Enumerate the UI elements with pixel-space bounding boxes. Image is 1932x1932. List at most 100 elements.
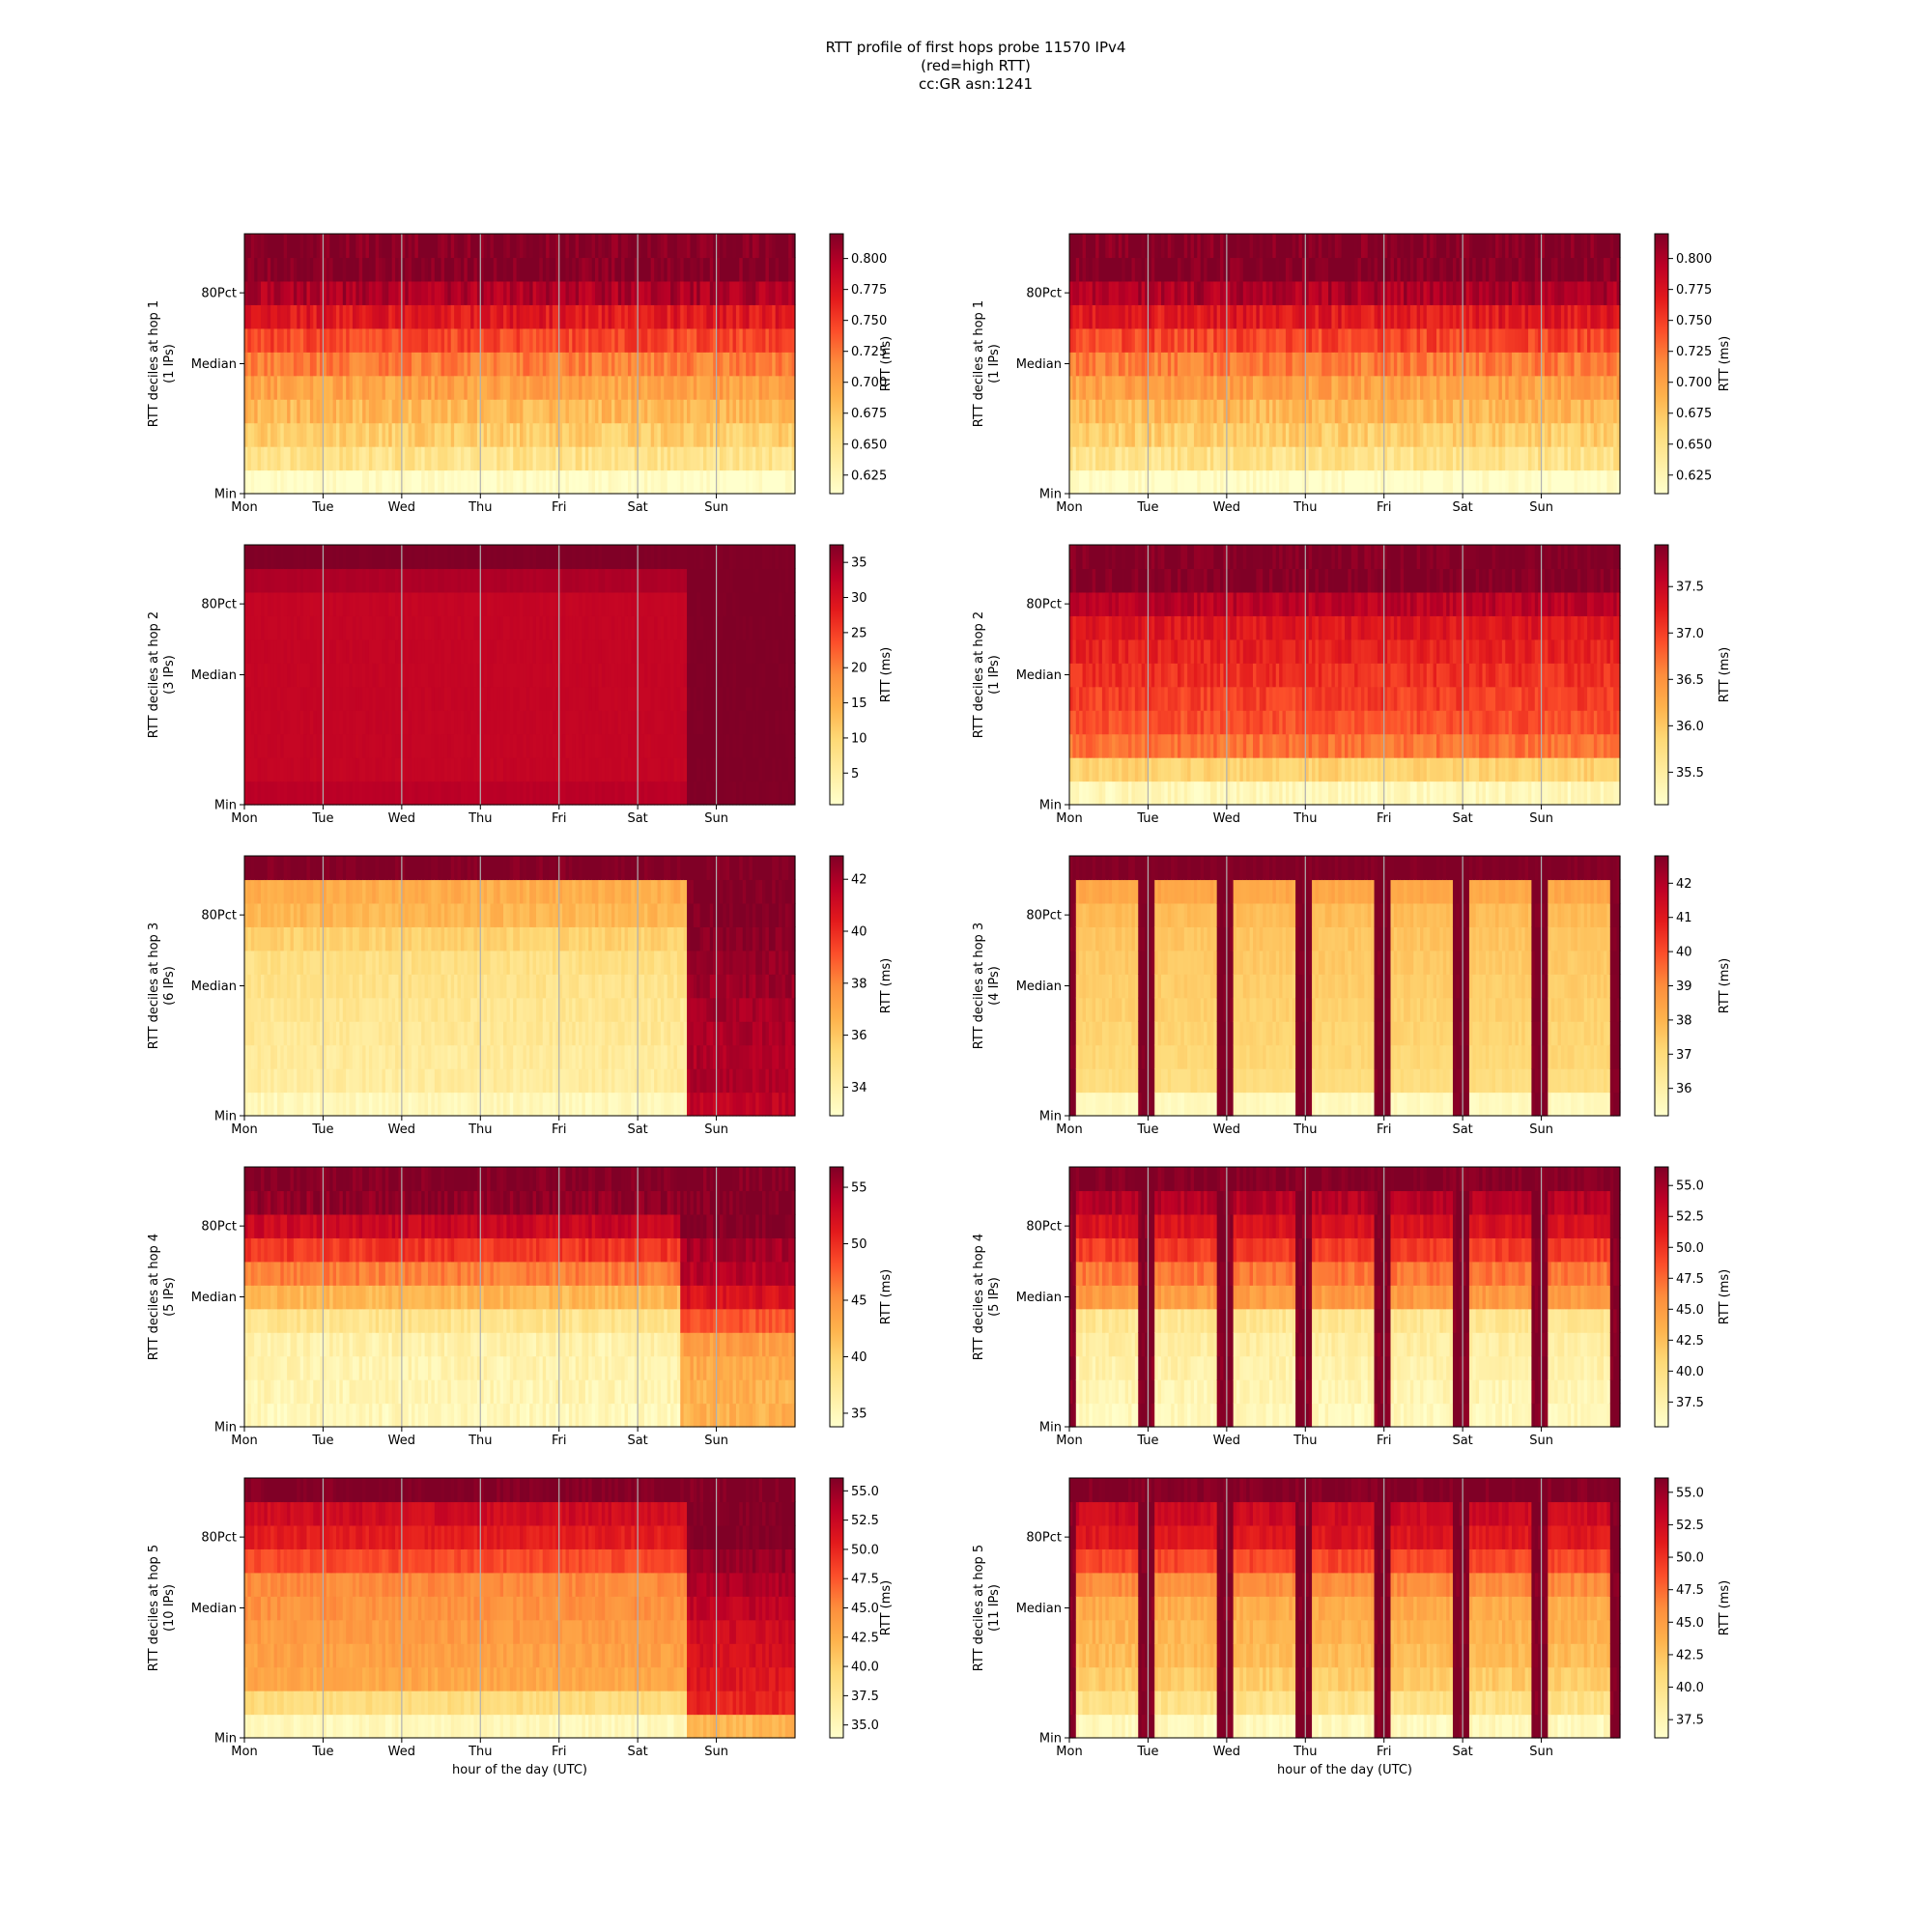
- heatmap-cell: [1178, 328, 1181, 353]
- heatmap-cell: [261, 710, 265, 734]
- heatmap-cell: [362, 639, 366, 664]
- heatmap-cell: [523, 328, 526, 353]
- heatmap-cell: [1601, 470, 1605, 495]
- heatmap-cell: [582, 663, 585, 687]
- heatmap-cell: [362, 687, 366, 711]
- heatmap-cell: [421, 257, 425, 281]
- heatmap-cell: [536, 615, 540, 639]
- heatmap-cell: [684, 234, 688, 258]
- heatmap-cell: [546, 304, 550, 328]
- heatmap-cell: [385, 734, 389, 758]
- heatmap-cell: [1486, 257, 1490, 281]
- heatmap-cell: [1371, 234, 1375, 258]
- heatmap-cell: [376, 352, 380, 376]
- heatmap-cell: [1476, 328, 1480, 353]
- heatmap-cell: [661, 446, 665, 470]
- heatmap-cell: [706, 304, 710, 328]
- heatmap-cell: [1293, 281, 1296, 305]
- heatmap-cell: [753, 470, 756, 495]
- heatmap-cell: [1521, 328, 1525, 353]
- heatmap-cell: [317, 710, 321, 734]
- heatmap-cell: [546, 545, 550, 569]
- heatmap-cell: [339, 376, 343, 400]
- heatmap-cell: [261, 281, 265, 305]
- heatmap-cell: [592, 710, 596, 734]
- heatmap-cell: [513, 734, 517, 758]
- heatmap-cell: [536, 781, 540, 806]
- heatmap-cell: [592, 615, 596, 639]
- heatmap-cell: [1246, 234, 1250, 258]
- x-tick-label: Wed: [1213, 500, 1240, 515]
- heatmap-cell: [353, 446, 356, 470]
- heatmap-cell: [729, 423, 733, 447]
- heatmap-cell: [651, 234, 655, 258]
- heatmap-cell: [294, 328, 298, 353]
- figure-title-line-1: RTT profile of first hops probe 11570 IP…: [826, 39, 1126, 56]
- heatmap-cell: [1486, 352, 1490, 376]
- heatmap-cell: [1095, 234, 1099, 258]
- heatmap-cell: [1178, 423, 1181, 447]
- heatmap-cell: [1601, 376, 1605, 400]
- heatmap-cell: [353, 710, 356, 734]
- heatmap-cell: [317, 663, 321, 687]
- heatmap-cell: [1545, 304, 1548, 328]
- heatmap-cell: [1086, 304, 1090, 328]
- heatmap-cell: [1545, 234, 1548, 258]
- heatmap-cell: [661, 257, 665, 281]
- heatmap-cell: [294, 304, 298, 328]
- heatmap-cell: [444, 257, 448, 281]
- heatmap-cell: [1293, 257, 1296, 281]
- heatmap-cell: [490, 734, 494, 758]
- heatmap-cell: [1246, 446, 1250, 470]
- heatmap-cell: [706, 470, 710, 495]
- heatmap-cell: [1430, 399, 1434, 423]
- heatmap-cell: [1545, 376, 1548, 400]
- heatmap-cell: [1577, 399, 1581, 423]
- heatmap-cell: [1371, 470, 1375, 495]
- heatmap-cell: [614, 328, 618, 353]
- heatmap-cell: [1613, 352, 1617, 376]
- heatmap-cell: [468, 757, 471, 781]
- heatmap-cell: [536, 352, 540, 376]
- heatmap-cell: [1554, 304, 1558, 328]
- heatmap-cell: [500, 446, 504, 470]
- heatmap-cell: [1531, 446, 1535, 470]
- heatmap-cell: [376, 376, 380, 400]
- heatmap-cell: [1256, 257, 1260, 281]
- heatmap-cell: [1210, 470, 1214, 495]
- heatmap-cell: [1325, 446, 1329, 470]
- heatmap-cell: [1361, 257, 1365, 281]
- heatmap-cell: [1315, 304, 1319, 328]
- heatmap-cell: [1338, 376, 1342, 400]
- heatmap-cell: [582, 545, 585, 569]
- heatmap-cell: [317, 328, 321, 353]
- heatmap-cell: [1154, 470, 1158, 495]
- heatmap-cell: [376, 234, 380, 258]
- heatmap-cell: [1361, 304, 1365, 328]
- heatmap-cell: [468, 545, 471, 569]
- heatmap-cell: [294, 423, 298, 447]
- heatmap-cell: [1131, 399, 1135, 423]
- heatmap-cell: [353, 568, 356, 592]
- heatmap-cell: [1234, 423, 1237, 447]
- heatmap-cell: [582, 734, 585, 758]
- heatmap-cell: [1590, 470, 1594, 495]
- heatmap-cell: [1187, 376, 1191, 400]
- heatmap-cell: [1072, 281, 1076, 305]
- heatmap-cell: [1577, 376, 1581, 400]
- heatmap-cell: [500, 470, 504, 495]
- heatmap-cell: [500, 399, 504, 423]
- heatmap-cell: [523, 281, 526, 305]
- colorbar-tick-label: 0.800: [851, 252, 887, 267]
- heatmap-cell: [261, 234, 265, 258]
- heatmap-cell: [247, 687, 251, 711]
- heatmap-cell: [1325, 423, 1329, 447]
- heatmap-cell: [696, 446, 700, 470]
- heatmap-cell: [1095, 257, 1099, 281]
- heatmap-cell: [1417, 257, 1421, 281]
- heatmap-cell: [753, 352, 756, 376]
- heatmap-cell: [409, 592, 412, 616]
- heatmap-cell: [720, 304, 724, 328]
- heatmap-cell: [353, 545, 356, 569]
- heatmap-cell: [569, 734, 573, 758]
